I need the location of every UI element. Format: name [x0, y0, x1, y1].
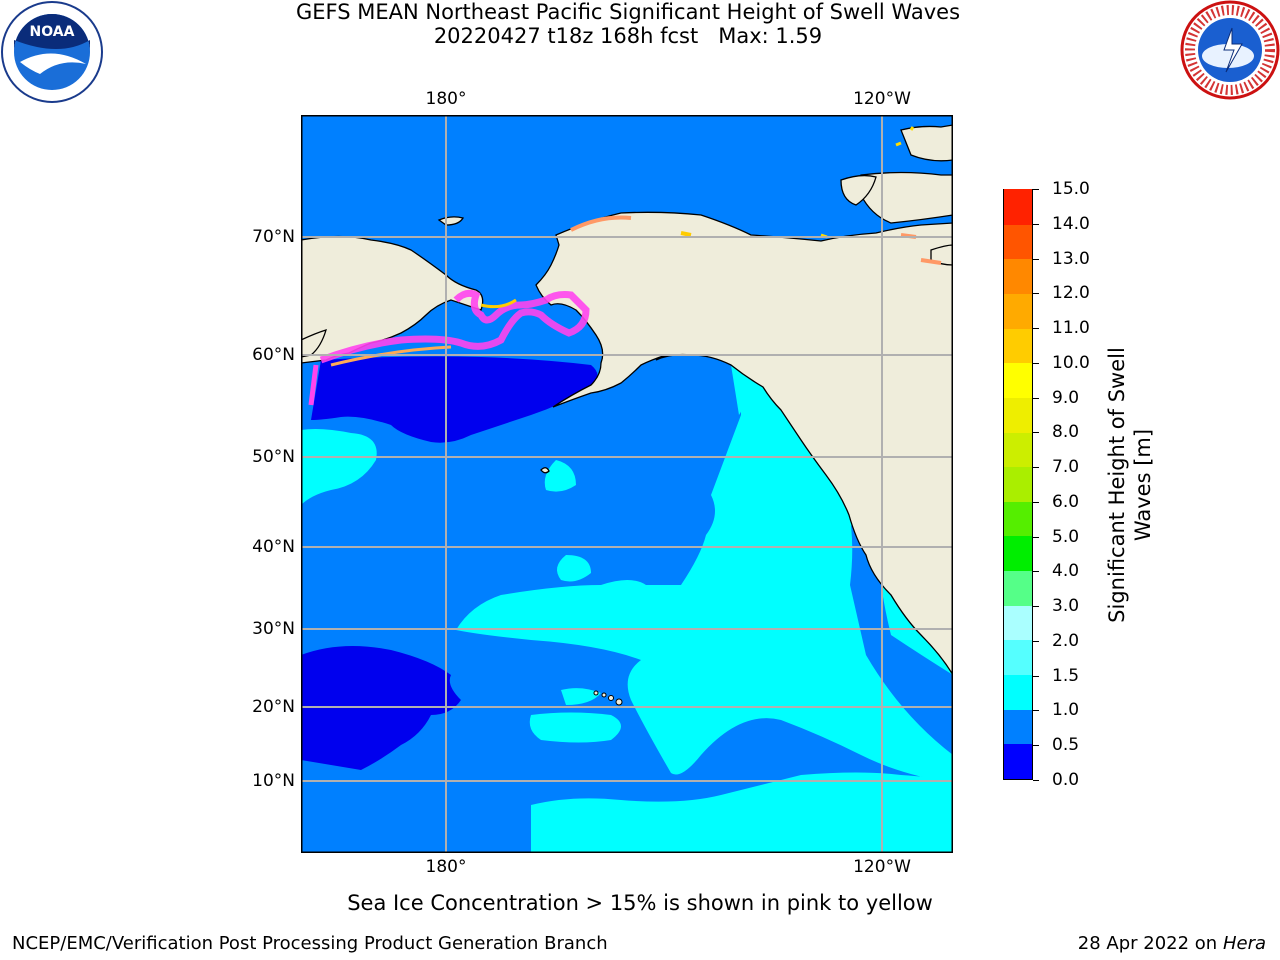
colorbar-title-line2: Waves [m] — [1131, 428, 1155, 542]
footer-date: 28 Apr 2022 on Hera — [1078, 933, 1266, 954]
colorbar-tick — [1033, 189, 1039, 190]
colorbar-tick — [1033, 606, 1039, 608]
colorbar-tick — [1033, 745, 1039, 747]
colorbar-tick — [1033, 780, 1039, 781]
colorbar-segment — [1004, 293, 1032, 329]
colorbar-tick — [1033, 397, 1039, 399]
colorbar-tick-label: 7.0 — [1052, 457, 1080, 478]
colorbar-segment — [1004, 535, 1032, 572]
footer-credit: NCEP/EMC/Verification Post Processing Pr… — [12, 933, 608, 954]
colorbar-tick — [1033, 223, 1039, 225]
colorbar-tick — [1033, 467, 1039, 469]
colorbar-tick-label: 13.0 — [1052, 248, 1090, 269]
colorbar-tick-label: 0.5 — [1052, 735, 1080, 756]
colorbar-tick-label: 14.0 — [1052, 213, 1090, 234]
colorbar-tick-label: 0.0 — [1052, 770, 1080, 790]
colorbar-segment — [1004, 501, 1032, 537]
colorbar-tick-label: 5.0 — [1052, 526, 1080, 547]
lat-label-30n: 30°N — [252, 619, 295, 639]
svg-text:NOAA: NOAA — [30, 24, 75, 40]
colorbar-tick — [1033, 328, 1039, 330]
colorbar-tick-label: 2.0 — [1052, 630, 1080, 651]
colorbar-segment — [1004, 431, 1032, 468]
sea-ice-markers — [308, 126, 942, 406]
footer-host: Hera — [1222, 933, 1266, 954]
colorbar-tick-label: 10.0 — [1052, 352, 1090, 373]
colorbar-segment — [1004, 605, 1032, 641]
colorbar-title-line1: Significant Height of Swell — [1105, 347, 1129, 623]
lat-label-10n: 10°N — [252, 771, 295, 791]
colorbar-tick-label: 8.0 — [1052, 422, 1080, 443]
colorbar-tick — [1033, 710, 1039, 712]
colorbar-tick-label: 11.0 — [1052, 318, 1090, 339]
colorbar-tick — [1033, 362, 1039, 364]
graticule — [301, 115, 953, 853]
colorbar-segment — [1004, 224, 1032, 260]
colorbar-tick — [1033, 258, 1039, 260]
colorbar-segment — [1004, 258, 1032, 294]
hawaii-islands — [593, 690, 623, 706]
colorbar-segment — [1004, 362, 1032, 398]
lat-label-70n: 70°N — [252, 227, 295, 247]
chart-subtitle: 20220427 t18z 168h fcst Max: 1.59 — [433, 24, 823, 48]
colorbar-segment — [1004, 570, 1032, 606]
colorbar-tick — [1033, 675, 1039, 677]
colorbar-tick-label: 6.0 — [1052, 491, 1080, 512]
colorbar-tick — [1033, 501, 1039, 503]
lon-label-top-180: 180° — [425, 89, 467, 109]
colorbar-tick-label: 1.0 — [1052, 700, 1080, 721]
colorbar-tick — [1033, 536, 1039, 538]
colorbar-segment — [1004, 639, 1032, 676]
colorbar-segment — [1004, 709, 1032, 745]
colorbar-segment — [1004, 743, 1032, 779]
map-panel — [301, 115, 953, 853]
lat-label-20n: 20°N — [252, 697, 295, 717]
colorbar-tick-label: 3.0 — [1052, 596, 1080, 617]
colorbar-tick-label: 1.5 — [1052, 665, 1080, 686]
colorbar-tick — [1033, 293, 1039, 295]
colorbar-segment — [1004, 189, 1032, 225]
lon-label-bottom-180: 180° — [425, 857, 467, 877]
land-masses — [301, 124, 953, 677]
colorbar-tick — [1033, 571, 1039, 573]
colorbar-segment — [1004, 674, 1032, 710]
colorbar-tick — [1033, 432, 1039, 434]
colorbar-tick-label: 4.0 — [1052, 561, 1080, 582]
colorbar-segment — [1004, 328, 1032, 364]
colorbar-tick-label: 9.0 — [1052, 387, 1080, 408]
sea-ice-note: Sea Ice Concentration > 15% is shown in … — [347, 891, 933, 915]
colorbar-tick — [1033, 640, 1039, 642]
lon-label-top-120w: 120°W — [853, 89, 911, 109]
nws-logo — [1180, 0, 1280, 100]
lat-label-50n: 50°N — [252, 447, 295, 467]
colorbar-segment — [1004, 466, 1032, 502]
lon-label-bottom-120w: 120°W — [853, 857, 911, 877]
noaa-logo: NOAA — [0, 0, 104, 104]
lat-label-60n: 60°N — [252, 345, 295, 365]
colorbar — [1003, 189, 1033, 780]
colorbar-tick-label: 15.0 — [1052, 179, 1090, 199]
colorbar-tick-label: 12.0 — [1052, 283, 1090, 304]
map-frame — [301, 115, 953, 853]
colorbar-segment — [1004, 397, 1032, 433]
colorbar-title: Significant Height of Swell Waves [m] — [1104, 305, 1156, 665]
footer-date-text: 28 Apr 2022 on — [1077, 933, 1223, 954]
chart-title: GEFS MEAN Northeast Pacific Significant … — [295, 0, 961, 24]
lat-label-40n: 40°N — [252, 537, 295, 557]
